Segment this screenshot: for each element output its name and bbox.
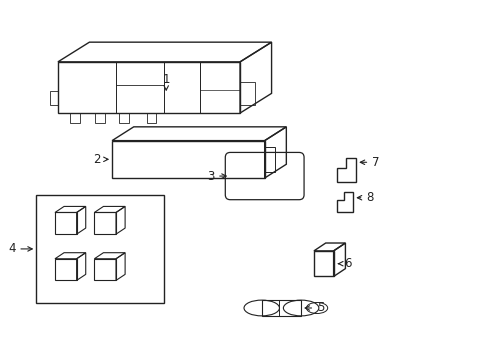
- Text: 8: 8: [357, 191, 373, 204]
- Text: 2: 2: [93, 153, 108, 166]
- Text: 1: 1: [162, 73, 170, 90]
- Text: 5: 5: [305, 301, 324, 315]
- Text: 6: 6: [338, 257, 351, 270]
- Text: 4: 4: [8, 242, 32, 255]
- Text: 7: 7: [360, 156, 379, 169]
- Bar: [261, 300, 301, 316]
- Text: 3: 3: [206, 170, 226, 183]
- Bar: [36, 195, 164, 303]
